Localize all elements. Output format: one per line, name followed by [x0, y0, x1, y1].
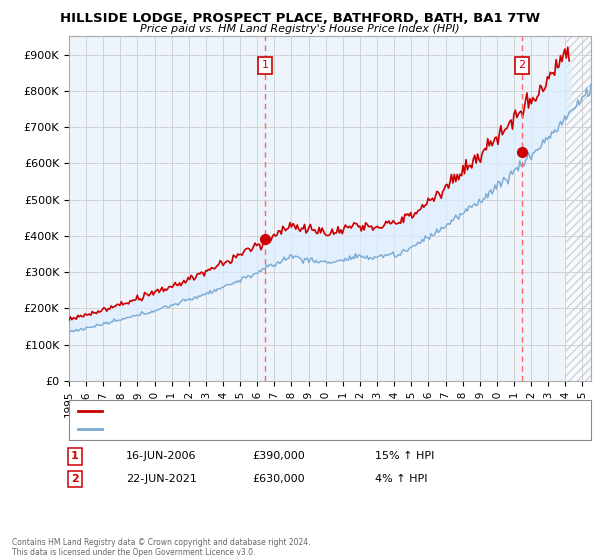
Text: 2: 2	[71, 474, 79, 484]
Text: HILLSIDE LODGE, PROSPECT PLACE, BATHFORD, BATH, BA1 7TW: HILLSIDE LODGE, PROSPECT PLACE, BATHFORD…	[60, 12, 540, 25]
Text: 1: 1	[71, 451, 79, 461]
Text: 2: 2	[518, 60, 526, 71]
Text: Price paid vs. HM Land Registry's House Price Index (HPI): Price paid vs. HM Land Registry's House …	[140, 24, 460, 34]
Text: Contains HM Land Registry data © Crown copyright and database right 2024.
This d: Contains HM Land Registry data © Crown c…	[12, 538, 311, 557]
Text: 16-JUN-2006: 16-JUN-2006	[126, 451, 197, 461]
Text: HILLSIDE LODGE, PROSPECT PLACE, BATHFORD, BATH, BA1 7TW (detached house): HILLSIDE LODGE, PROSPECT PLACE, BATHFORD…	[108, 407, 513, 417]
Text: 15% ↑ HPI: 15% ↑ HPI	[375, 451, 434, 461]
Text: HPI: Average price, detached house, Bath and North East Somerset: HPI: Average price, detached house, Bath…	[108, 423, 437, 433]
Text: 1: 1	[262, 60, 269, 71]
Text: £390,000: £390,000	[252, 451, 305, 461]
Text: £630,000: £630,000	[252, 474, 305, 484]
Text: 22-JUN-2021: 22-JUN-2021	[126, 474, 197, 484]
Bar	[565, 36, 591, 381]
Text: 4% ↑ HPI: 4% ↑ HPI	[375, 474, 427, 484]
